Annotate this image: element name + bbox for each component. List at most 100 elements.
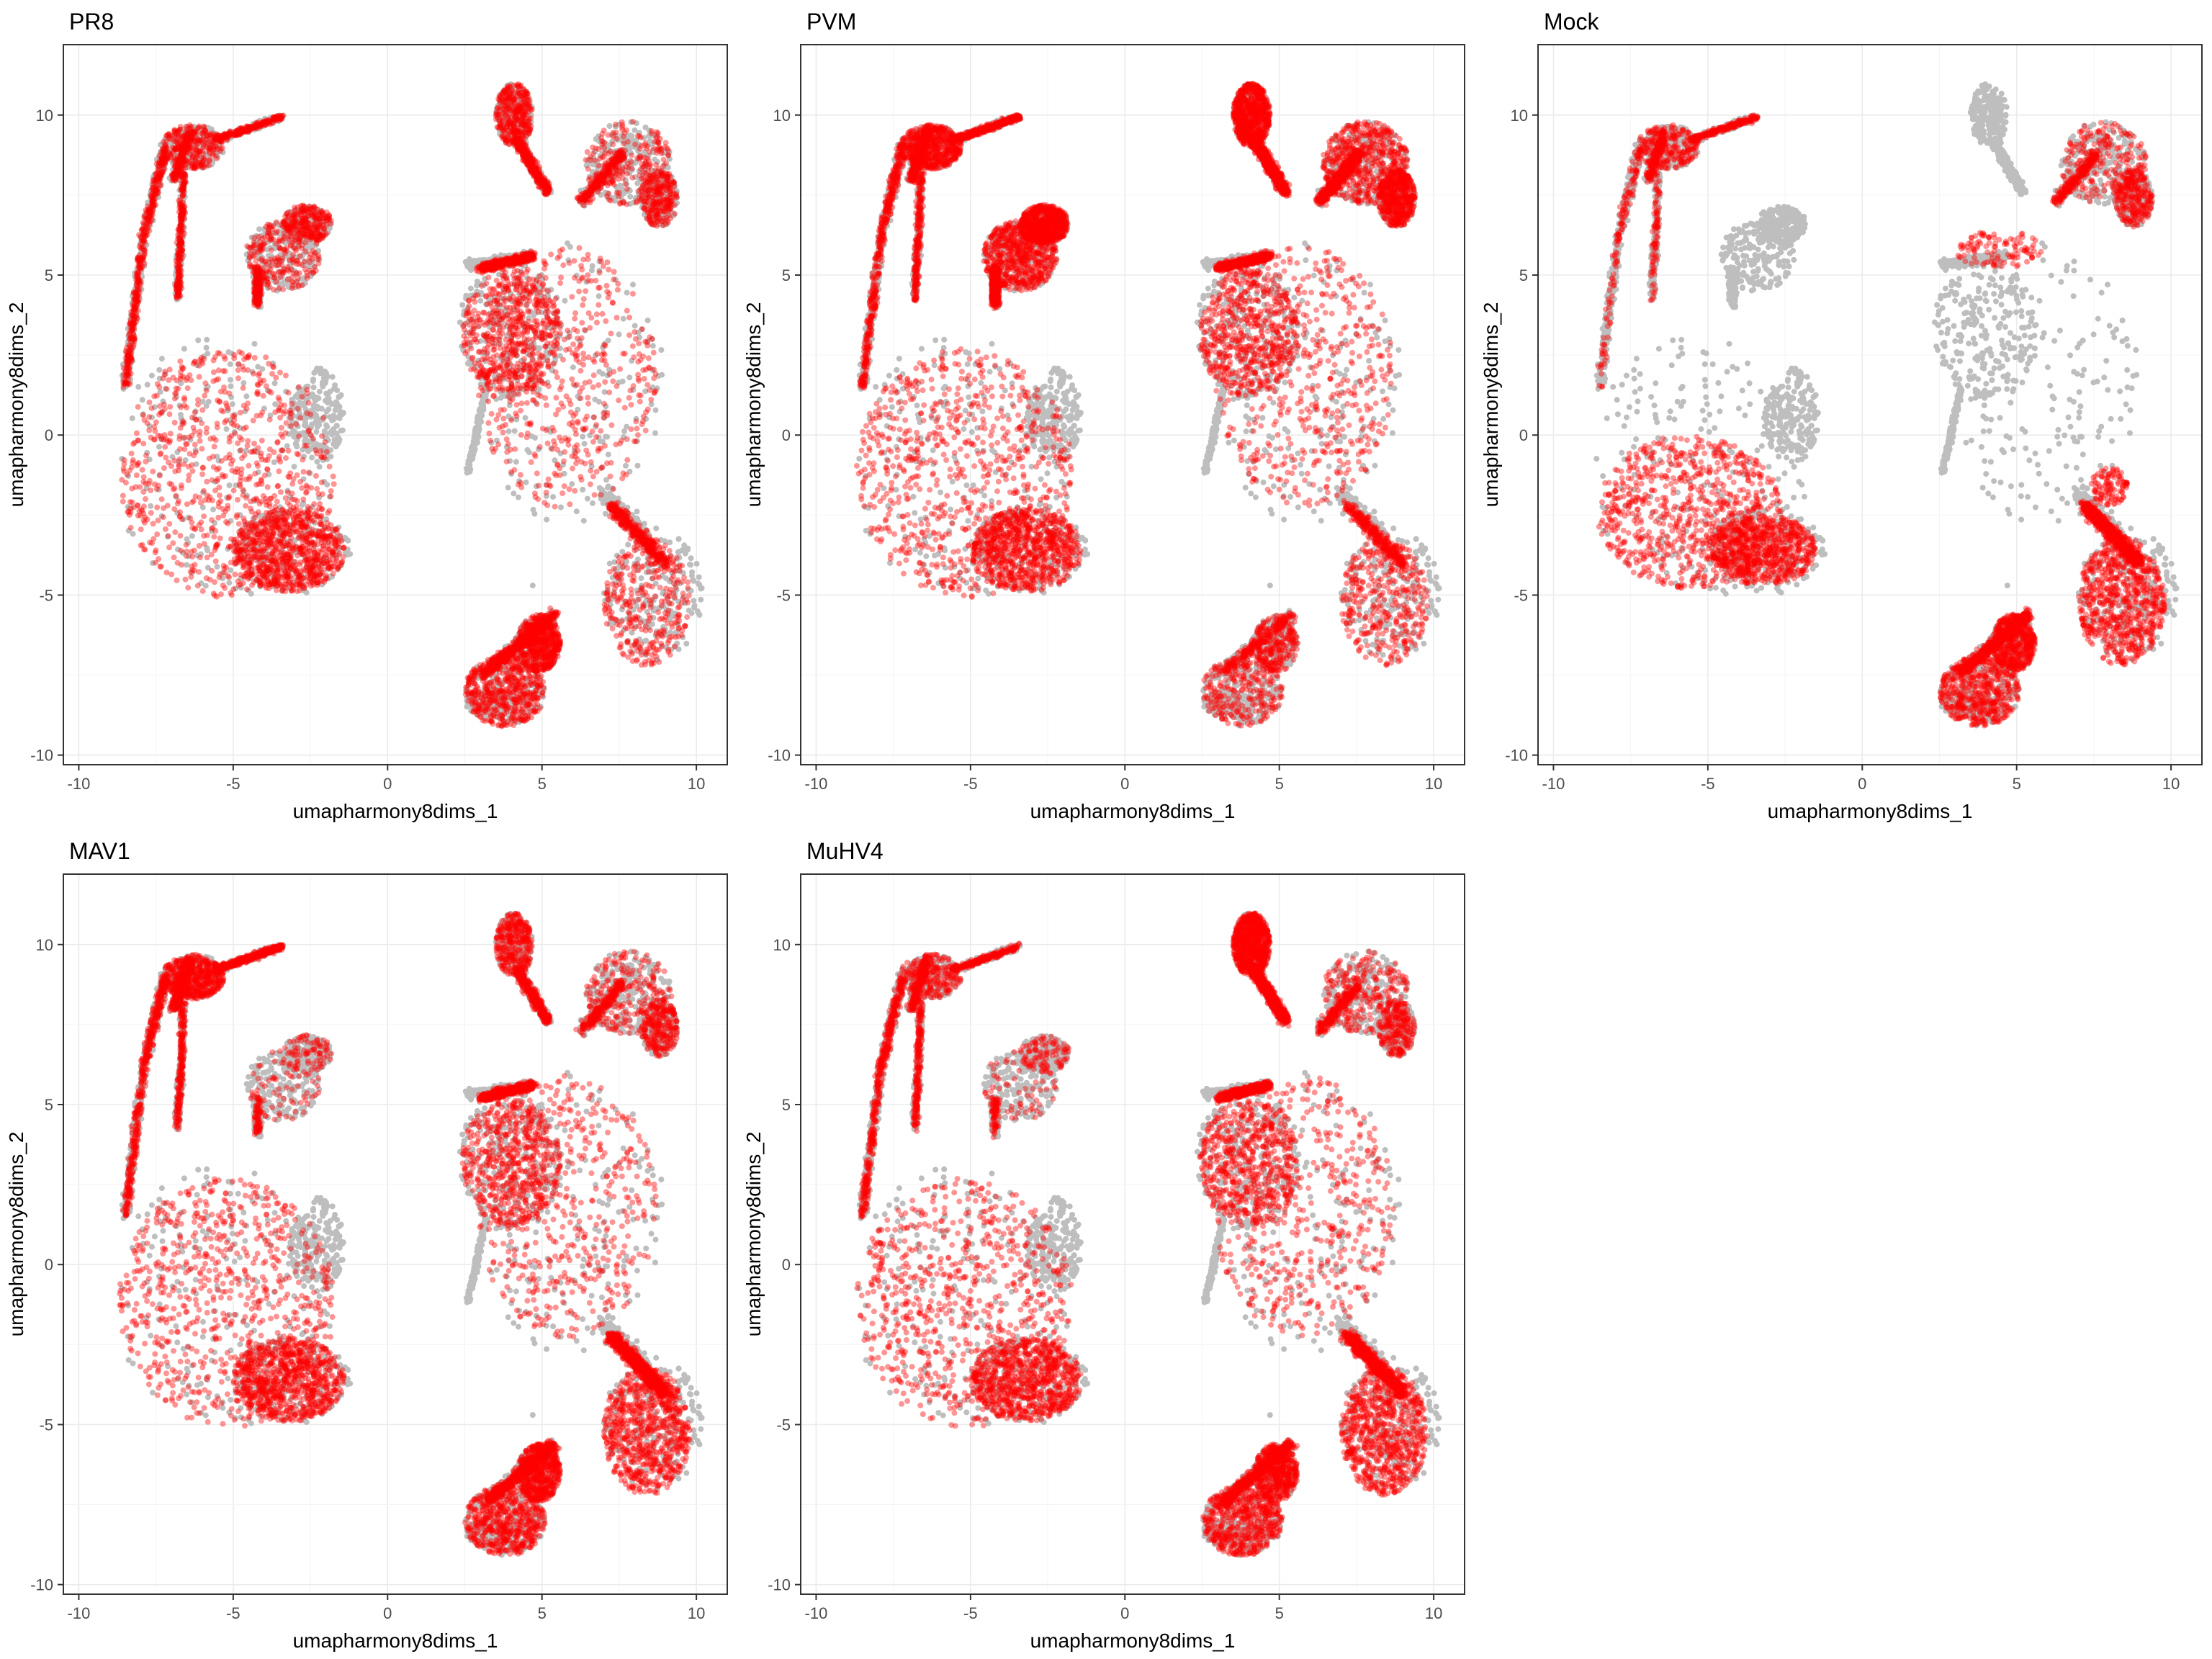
background-point	[300, 502, 305, 508]
background-point	[632, 323, 638, 328]
background-point	[252, 341, 258, 347]
background-point	[652, 430, 658, 436]
background-point	[464, 703, 470, 709]
background-point	[585, 496, 590, 502]
background-point	[574, 508, 580, 514]
background-point	[226, 580, 232, 585]
background-point	[698, 597, 703, 603]
background-point	[625, 542, 631, 548]
background-point	[227, 482, 233, 488]
background-point	[314, 459, 320, 464]
background-point	[616, 331, 622, 337]
scatter-panel: -10 -5 0 5 10-10-50510umapharmony8dims_1umap…	[0, 0, 737, 830]
background-point	[311, 385, 317, 390]
background-point	[223, 426, 229, 432]
background-point	[334, 423, 340, 428]
background-point	[477, 298, 483, 304]
background-point	[195, 338, 201, 343]
background-point	[650, 343, 656, 349]
background-point	[302, 433, 308, 439]
background-point	[558, 505, 564, 511]
background-point	[570, 364, 576, 370]
background-point	[469, 451, 475, 457]
background-point	[135, 384, 141, 390]
background-point	[562, 298, 568, 304]
background-point	[184, 562, 189, 568]
background-point	[466, 465, 472, 471]
background-point	[523, 480, 529, 485]
background-point	[596, 293, 602, 299]
background-point	[178, 412, 184, 418]
background-point	[634, 509, 640, 515]
background-point	[691, 598, 696, 603]
background-point	[315, 424, 320, 430]
background-point	[604, 434, 610, 440]
background-point	[676, 536, 682, 541]
background-point	[694, 561, 700, 567]
background-point	[630, 282, 636, 287]
background-point	[606, 451, 611, 457]
background-point	[621, 316, 626, 322]
background-point	[596, 399, 602, 405]
background-point	[550, 494, 556, 500]
background-point	[590, 500, 595, 506]
background-point	[330, 374, 336, 379]
background-point	[323, 422, 329, 428]
background-point	[683, 641, 689, 647]
background-point	[156, 367, 162, 373]
background-point	[526, 449, 532, 455]
background-point	[468, 286, 474, 292]
background-point	[323, 380, 328, 386]
background-point	[302, 421, 308, 426]
background-point	[569, 481, 575, 487]
background-point	[313, 429, 319, 435]
background-point	[310, 378, 316, 384]
background-point	[653, 408, 659, 413]
background-point	[313, 418, 319, 423]
background-point	[159, 356, 165, 361]
background-point	[148, 503, 153, 509]
background-point	[580, 434, 585, 440]
background-point	[683, 551, 688, 557]
background-point	[692, 603, 698, 609]
background-point	[645, 318, 651, 323]
background-point	[315, 395, 320, 400]
background-point	[606, 338, 611, 343]
background-point	[513, 459, 519, 464]
background-point	[312, 405, 318, 410]
background-point	[600, 371, 606, 377]
background-point	[467, 456, 473, 462]
background-point	[580, 487, 585, 493]
background-point	[653, 526, 659, 531]
background-point	[340, 428, 346, 433]
background-point	[317, 464, 323, 469]
background-point	[516, 495, 521, 500]
background-point	[140, 397, 145, 403]
background-point	[696, 575, 702, 580]
background-point	[334, 436, 340, 441]
background-point	[317, 389, 323, 395]
background-point	[156, 444, 162, 450]
background-point	[531, 507, 536, 513]
background-point	[607, 561, 613, 567]
background-point	[215, 564, 220, 570]
background-point	[334, 431, 340, 436]
background-point	[607, 123, 613, 129]
background-point	[643, 125, 649, 130]
background-point	[459, 302, 465, 308]
background-point	[309, 454, 315, 460]
background-point	[635, 463, 641, 469]
background-point	[689, 570, 695, 575]
background-point	[204, 337, 210, 343]
background-point	[325, 406, 331, 412]
background-point	[511, 490, 516, 496]
background-point	[339, 411, 345, 417]
background-point	[634, 181, 640, 186]
background-point	[335, 441, 341, 447]
background-point	[523, 415, 529, 421]
background-point	[336, 394, 342, 400]
background-point	[639, 575, 644, 581]
background-point	[334, 401, 340, 407]
background-point	[474, 426, 480, 432]
